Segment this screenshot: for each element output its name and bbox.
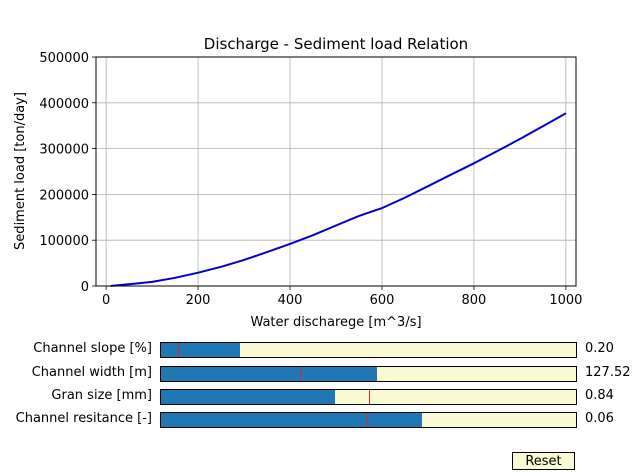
x-tick-label: 200 <box>186 293 211 308</box>
slider-value: 0.20 <box>585 341 614 356</box>
slider-fill[interactable] <box>161 390 336 404</box>
slider-label: Gran size [mm] <box>51 388 152 403</box>
x-tick-label: 0 <box>102 293 110 308</box>
slider-row: Gran size [mm] 0.84 <box>0 388 640 405</box>
y-tick-label: 200000 <box>39 188 89 203</box>
reset-button[interactable]: Reset <box>512 452 575 470</box>
x-tick-label: 600 <box>370 293 395 308</box>
y-axis-label: Sediment load [ton/day] <box>13 92 28 250</box>
slider-row: Channel resitance [-] 0.06 <box>0 411 640 428</box>
plot-area: 0 200 400 600 800 1000 0 100000 200000 300000 4000… <box>13 35 582 330</box>
slider-value: 127.52 <box>585 365 631 380</box>
x-tick-label: 1000 <box>549 293 582 308</box>
axes-frame <box>96 57 576 286</box>
y-tick-label: 400000 <box>39 97 89 112</box>
y-tick-label: 100000 <box>39 234 89 249</box>
slider-value: 0.06 <box>585 411 614 426</box>
chart-title: Discharge - Sediment load Relation <box>204 35 468 53</box>
slider-fill[interactable] <box>161 367 377 381</box>
series-line <box>110 112 567 287</box>
y-tick-label: 500000 <box>39 51 89 66</box>
slider-initial-marker <box>368 390 370 404</box>
slider-initial-marker <box>177 343 179 357</box>
slider-fill[interactable] <box>161 343 240 357</box>
slider-track[interactable] <box>160 342 577 358</box>
axes-border <box>95 56 577 287</box>
slider-initial-marker <box>300 367 302 381</box>
y-tick-label: 0 <box>81 280 89 295</box>
slider-fill[interactable] <box>161 413 423 427</box>
slider-label: Channel resitance [-] <box>15 411 152 426</box>
series-line-group <box>110 112 567 287</box>
x-axis-label: Water discharege [m^3/s] <box>250 315 421 330</box>
slider-row: Channel slope [%] 0.20 <box>0 341 640 358</box>
slider-track[interactable] <box>160 412 577 428</box>
x-tick-label: 800 <box>462 293 487 308</box>
slider-track[interactable] <box>160 366 577 382</box>
slider-row: Channel width [m] 127.52 <box>0 365 640 382</box>
x-tick-label: 400 <box>278 293 303 308</box>
y-tick-label: 300000 <box>39 143 89 158</box>
slider-label: Channel width [m] <box>31 365 152 380</box>
slider-label: Channel slope [%] <box>33 341 152 356</box>
slider-value: 0.84 <box>585 388 614 403</box>
slider-track[interactable] <box>160 389 577 405</box>
ticks: 0 200 400 600 800 1000 0 100000 200000 300000 4000… <box>39 51 582 308</box>
slider-initial-marker <box>366 413 368 427</box>
